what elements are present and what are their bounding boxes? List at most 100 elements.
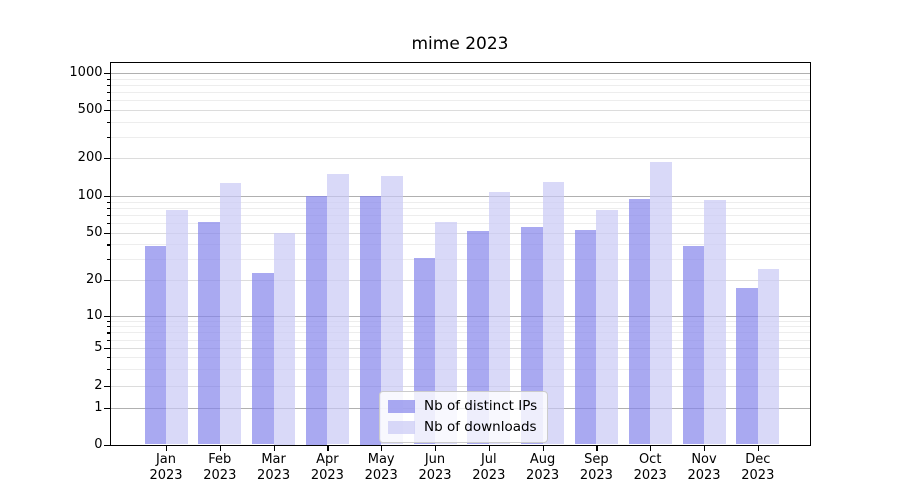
plot-area: 0 1 2 5 10 20 50 100 200 500 1000 Jan 2023 Feb 2023 Mar…: [69, 62, 811, 483]
x-tick-nov: [704, 444, 706, 451]
x-tick-label-aug-2023: Aug 2023: [513, 452, 573, 485]
x-tick-year: 2023: [149, 468, 183, 483]
bar-distinct-ips-may: [359, 196, 382, 445]
gridline-1000: [110, 73, 810, 74]
bar-downloads-jan: [166, 209, 188, 445]
legend-entry-distinct-ips: Nb of distinct IPs: [388, 398, 537, 415]
x-tick-mar: [273, 444, 275, 451]
x-tick-label-may-2023: May 2023: [351, 452, 411, 485]
y-tick-label-500: 500: [77, 102, 103, 117]
y-tick-0: [103, 444, 111, 446]
y-minor-tick-300: [107, 136, 111, 138]
x-tick-apr: [327, 444, 329, 451]
y-minor-tick-90: [107, 201, 111, 203]
y-tick-5: [103, 348, 111, 350]
legend-label-distinct-ips: Nb of distinct IPs: [424, 398, 538, 414]
bar-downloads-aug: [542, 182, 565, 445]
y-tick-label-1000: 1000: [69, 65, 103, 80]
y-minor-tick-8: [107, 326, 111, 328]
gridline-2: [110, 386, 810, 387]
y-tick-label-50: 50: [85, 225, 103, 240]
y-minor-tick-60: [107, 223, 111, 225]
gridline-200: [110, 158, 810, 159]
gridline-500: [110, 110, 810, 111]
y-tick-label-100: 100: [77, 188, 103, 203]
y-tick-label-10: 10: [85, 308, 103, 323]
bar-distinct-ips-jan: [144, 245, 166, 445]
x-tick-month: May: [367, 451, 395, 467]
y-minor-tick-6: [107, 339, 111, 341]
legend: Nb of distinct IPs Nb of downloads: [379, 391, 549, 443]
y-minor-tick-3: [107, 369, 111, 371]
x-tick-feb: [219, 444, 221, 451]
bar-distinct-ips-oct: [628, 199, 651, 445]
y-tick-label-5: 5: [94, 340, 103, 355]
chart-title: mime 2023: [411, 34, 509, 54]
x-tick-label-apr-2023: Apr 2023: [297, 452, 357, 485]
x-tick-month: Nov: [691, 451, 717, 467]
x-tick-year: 2023: [633, 468, 667, 483]
minor-gridline-6: [110, 339, 810, 341]
y-minor-tick-70: [107, 215, 111, 217]
minor-gridline-4: [110, 357, 810, 359]
minor-gridline-90: [110, 201, 810, 203]
gridline-20: [110, 280, 810, 281]
y-minor-tick-80: [107, 207, 111, 210]
bar-distinct-ips-sep: [574, 229, 597, 445]
x-tick-month: Oct: [638, 451, 662, 467]
x-tick-year: 2023: [364, 468, 398, 483]
y-minor-tick-9: [107, 320, 111, 323]
bar-downloads-jun: [435, 222, 457, 445]
y-tick-1: [103, 408, 111, 410]
y-tick-1000: [103, 73, 111, 75]
gridline-10: [110, 316, 810, 317]
y-tick-label-1: 1: [94, 400, 103, 415]
x-tick-month: Dec: [745, 451, 771, 467]
x-tick-year: 2023: [579, 468, 613, 483]
minor-gridline-70: [110, 215, 810, 217]
x-tick-label-nov-2023: Nov 2023: [674, 452, 734, 485]
minor-gridline-7: [110, 332, 810, 334]
y-minor-tick-30: [107, 259, 111, 261]
x-tick-dec: [757, 444, 759, 451]
y-minor-tick-800: [107, 84, 111, 87]
minor-gridline-9: [110, 320, 810, 322]
y-minor-tick-7: [107, 332, 111, 334]
legend-entry-downloads: Nb of downloads: [388, 419, 537, 436]
bar-downloads-may: [381, 175, 403, 445]
y-tick-100: [103, 196, 111, 198]
x-tick-jul: [488, 444, 490, 451]
x-tick-label-oct-2023: Oct 2023: [620, 452, 680, 485]
x-tick-label-dec-2023: Dec 2023: [728, 452, 788, 485]
x-tick-jun: [435, 444, 437, 451]
gridline-50: [110, 233, 810, 234]
x-tick-month: Apr: [316, 451, 339, 467]
bar-distinct-ips-nov: [682, 245, 704, 445]
y-minor-tick-4: [107, 357, 111, 359]
x-tick-label-jun-2023: Jun 2023: [405, 452, 465, 485]
y-tick-10: [103, 316, 111, 318]
y-tick-20: [103, 280, 111, 282]
legend-swatch-distinct-ips: [388, 400, 415, 413]
x-tick-label-mar-2023: Mar 2023: [244, 452, 304, 485]
bar-downloads-feb: [219, 183, 242, 445]
bar-downloads-dec: [757, 268, 780, 445]
x-tick-month: Jun: [424, 451, 446, 467]
x-tick-label-sep-2023: Sep 2023: [566, 452, 626, 485]
x-tick-month: Jul: [480, 451, 497, 467]
x-tick-year: 2023: [472, 468, 506, 483]
x-tick-year: 2023: [418, 468, 452, 483]
minor-gridline-900: [110, 78, 810, 80]
y-tick-label-20: 20: [85, 272, 103, 287]
bar-distinct-ips-mar: [252, 272, 274, 445]
x-tick-year: 2023: [741, 468, 775, 483]
y-minor-tick-40: [107, 244, 111, 246]
minor-gridline-800: [110, 84, 810, 86]
minor-gridline-40: [110, 244, 810, 246]
x-tick-year: 2023: [203, 468, 237, 483]
minor-gridline-300: [110, 136, 810, 138]
minor-gridline-30: [110, 259, 810, 261]
bar-distinct-ips-aug: [521, 226, 543, 445]
bar-downloads-apr: [327, 173, 349, 445]
